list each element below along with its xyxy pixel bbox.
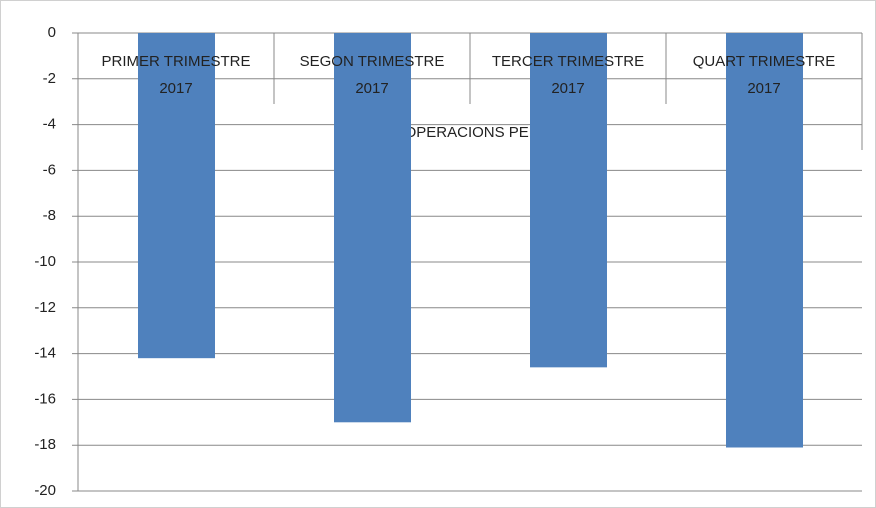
x-tick-label-box: QUART TRIMESTRE 2017 (692, 53, 836, 97)
y-tick-label: -6 (43, 161, 56, 178)
bar (530, 33, 607, 368)
x-tick-label-box: TERCER TRIMESTRE 2017 (491, 53, 645, 97)
x-tick-label: PRIMER TRIMESTRE 2017 (101, 53, 251, 97)
x-tick-label: SEGON TRIMESTRE 2017 (299, 53, 445, 97)
y-tick-label: -8 (43, 207, 56, 224)
y-tick-label: -16 (34, 390, 56, 407)
x-tick-label-box: PRIMER TRIMESTRE 2017 (101, 53, 251, 97)
y-tick-label: 0 (48, 24, 56, 41)
bar (138, 33, 215, 359)
x-tick-label: TERCER TRIMESTRE 2017 (491, 53, 645, 97)
y-tick-label: -10 (34, 253, 56, 270)
y-tick-label: -18 (34, 436, 56, 453)
y-tick-label: -12 (34, 299, 56, 316)
y-tick-label: -14 (34, 345, 56, 362)
y-tick-label: -2 (43, 70, 56, 87)
y-tick-label: -20 (34, 482, 56, 499)
bar (726, 33, 803, 448)
y-tick-label: -4 (43, 116, 56, 133)
x-tick-label-box: SEGON TRIMESTRE 2017 (299, 53, 445, 97)
bar (334, 33, 411, 423)
x-tick-label: QUART TRIMESTRE 2017 (692, 53, 836, 97)
